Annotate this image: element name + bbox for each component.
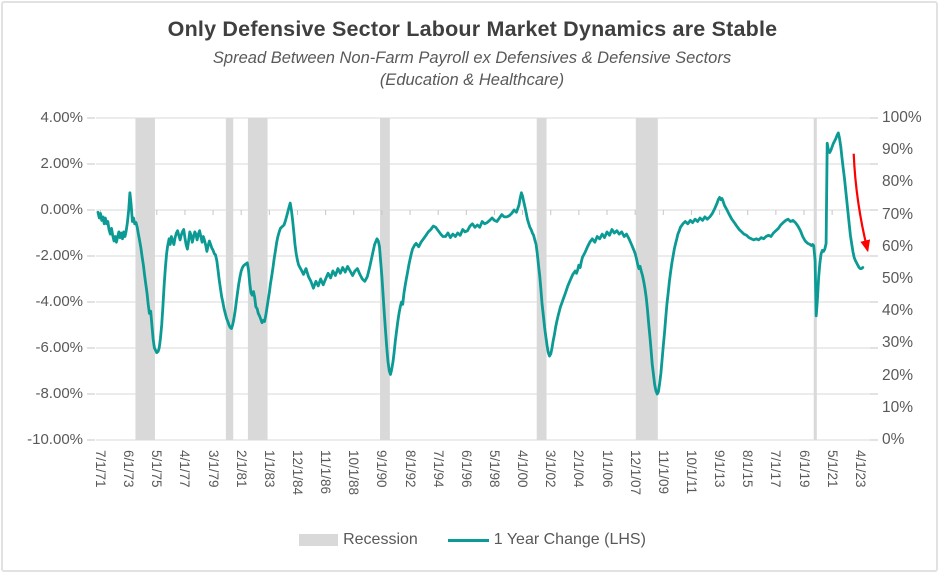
- series-line-swatch: [447, 538, 489, 542]
- x-axis-label: 4/1/00: [515, 450, 531, 488]
- x-axis-label: 7/1/94: [430, 450, 446, 488]
- left-axis-label: -4.00%: [35, 293, 83, 310]
- x-axis-label: 9/1/90: [374, 450, 390, 488]
- recession-band: [380, 118, 390, 440]
- x-axis-label: 8/1/92: [402, 450, 418, 488]
- legend: Recession 1 Year Change (LHS): [3, 531, 939, 549]
- x-axis-label: 8/1/15: [740, 450, 756, 488]
- x-axis-label: 9/1/13: [712, 450, 728, 488]
- right-axis-label: 30%: [882, 334, 914, 352]
- x-axis-label: 5/1/98: [486, 450, 502, 488]
- chart-title: Only Defensive Sector Labour Market Dyna…: [167, 17, 778, 41]
- left-axis-label: 4.00%: [40, 109, 83, 126]
- plot-area: 4.00% 2.00% 0.00% -2.00% -4.00% -6.00% -8.00% -…: [3, 3, 936, 570]
- trend-arrow: [852, 153, 871, 253]
- x-axis-label: 12/1/07: [627, 450, 643, 496]
- x-axis-label: 6/1/19: [796, 450, 812, 488]
- x-axis-label: 4/1/77: [177, 450, 193, 488]
- x-axis-label: 10/1/88: [346, 450, 362, 496]
- recession-swatch: [299, 534, 339, 546]
- right-axis-label: 60%: [882, 237, 914, 255]
- recession-band: [247, 118, 268, 440]
- x-axis-label: 10/1/11: [683, 450, 699, 495]
- x-axis-label: 3/1/79: [205, 450, 221, 488]
- x-axis-label: 1/1/83: [261, 450, 277, 488]
- right-axis-label: 70%: [882, 205, 914, 223]
- legend-label-recession: Recession: [343, 531, 418, 548]
- recession-band: [225, 118, 234, 440]
- x-axis-label: 3/1/02: [543, 450, 559, 488]
- x-axis-label: 7/1/17: [768, 450, 784, 488]
- left-axis-label: 2.00%: [40, 155, 83, 172]
- chart-subtitle: Spread Between Non-Farm Payroll ex Defen…: [212, 49, 732, 90]
- right-axis-label: 40%: [882, 302, 914, 320]
- left-axis-label: -2.00%: [35, 247, 83, 264]
- x-axis-label: 12/1/84: [289, 450, 305, 496]
- left-axis-label: 0.00%: [40, 201, 83, 218]
- recession-band: [536, 118, 547, 440]
- legend-item-series: 1 Year Change (LHS): [447, 531, 646, 549]
- left-axis-label: -10.00%: [27, 431, 83, 448]
- right-axis-label: 20%: [882, 366, 914, 384]
- legend-label-series: 1 Year Change (LHS): [493, 531, 646, 548]
- right-axis-label: 10%: [882, 398, 914, 416]
- series-line-1-year-change: [96, 131, 865, 396]
- chart-canvas: [87, 117, 878, 441]
- x-axis-label: 1/1/06: [599, 450, 615, 488]
- x-axis-label: 2/1/04: [571, 450, 587, 488]
- right-axis-label: 0%: [882, 431, 905, 448]
- left-axis-label: -8.00%: [35, 385, 83, 402]
- x-axis-label: 6/1/73: [121, 450, 137, 488]
- x-axis-label: 6/1/96: [458, 450, 474, 488]
- right-axis-label: 90%: [882, 141, 914, 159]
- x-axis-label: 7/1/71: [93, 450, 108, 488]
- x-axis-label: 5/1/75: [149, 450, 165, 488]
- recession-band: [635, 118, 658, 440]
- right-axis-label: 100%: [882, 109, 922, 126]
- right-axis-label: 80%: [882, 173, 914, 191]
- x-axis-label: 11/1/86: [318, 450, 334, 495]
- right-axis-label: 50%: [882, 270, 914, 287]
- left-axis-label: -6.00%: [35, 339, 83, 356]
- x-axis-label: 5/1/21: [824, 450, 840, 488]
- x-axis-label: 4/1/23: [852, 450, 868, 488]
- x-axis-label: 2/1/81: [233, 450, 249, 488]
- legend-item-recession: Recession: [299, 531, 418, 549]
- x-axis-label: 11/1/09: [655, 450, 671, 495]
